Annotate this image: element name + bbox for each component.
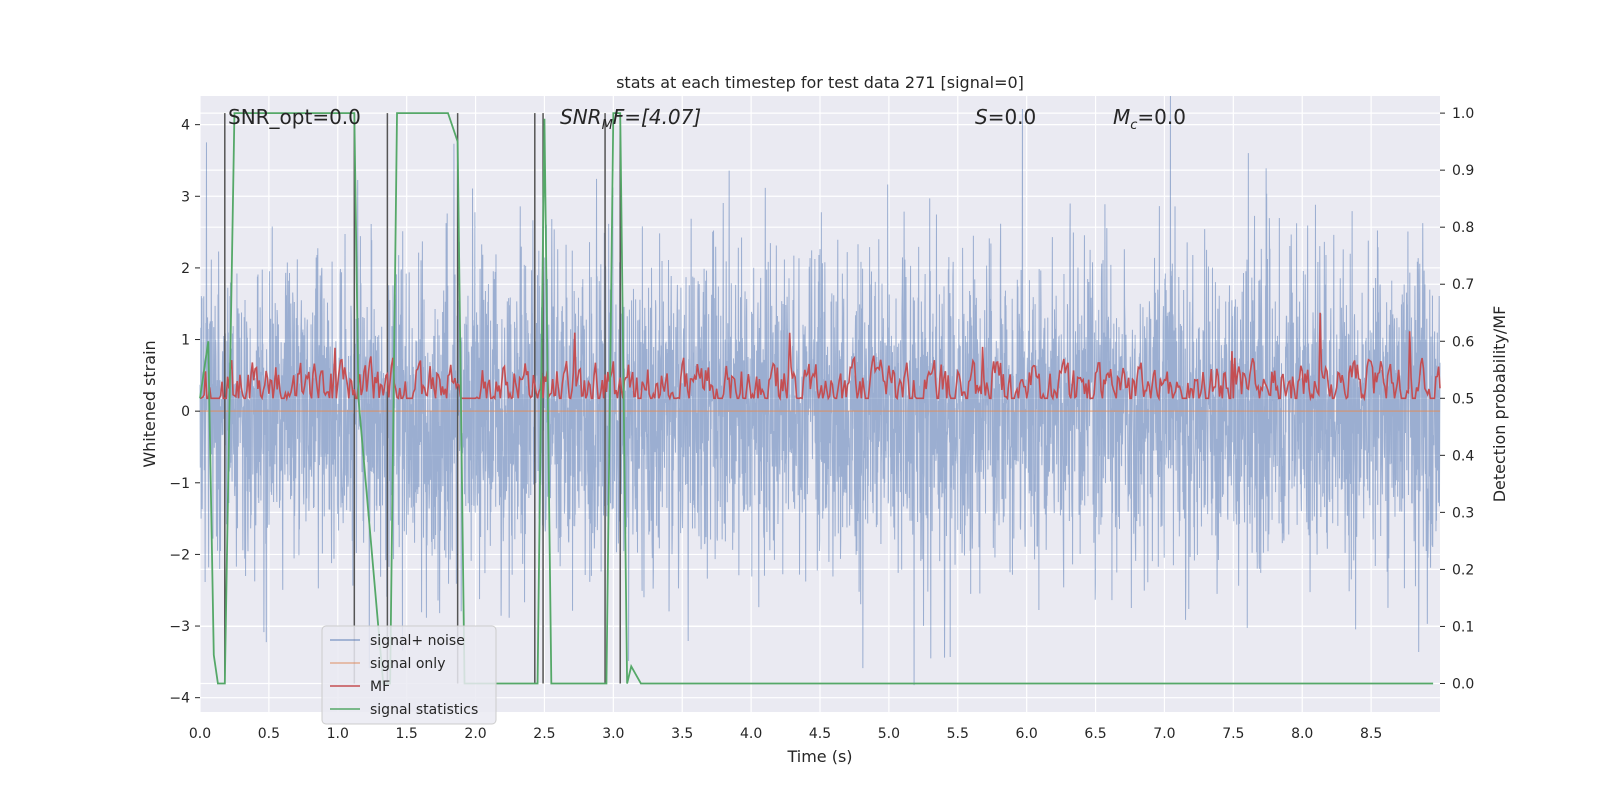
legend-box [321,625,497,725]
x-tick-label: 4.5 [809,726,831,742]
x-tick-label: 1.5 [396,726,418,742]
y-right-tick-label: 0.6 [1452,334,1474,350]
y-tick-labels: −4 −3 −2 −1 0 1 2 3 4 [169,118,200,707]
annotation-snr-mf: SNRMF=[4.07] [560,105,701,133]
x-axis-label: Time (s) [786,747,852,766]
x-tick-label: 7.0 [1153,726,1175,742]
annotation-snr-opt: SNR_opt=0.0 [228,105,361,129]
annotation-s: S=0.0 [975,105,1036,129]
x-tick-label: 8.0 [1291,726,1313,742]
legend-label-signal-only: signal only [370,656,445,672]
chart-title: stats at each timestep for test data 271… [616,73,1024,92]
x-tick-label: 1.0 [327,726,349,742]
x-tick-label: 2.0 [464,726,486,742]
y-right-tick-label: 0.4 [1452,448,1474,464]
x-tick-label: 3.5 [671,726,693,742]
y-right-tick-label: 0.1 [1452,619,1474,635]
legend: signal+ noise signal only MF signal stat… [321,625,497,725]
vertical-markers [224,113,621,684]
y-right-tick-labels: 0.0 0.1 0.2 0.3 0.4 0.5 0.6 0.7 0.8 0.9 1.0 [1440,106,1474,692]
y-right-axis-label: Detection probability/MF [1490,306,1509,503]
x-tick-label: 0.5 [258,726,280,742]
x-tick-label: 4.0 [740,726,762,742]
y-tick-label: −1 [169,476,190,492]
y-tick-label: −2 [169,547,190,563]
y-tick-label: 0 [181,404,190,420]
y-axis-label: Whitened strain [140,340,159,467]
y-tick-label: 4 [181,118,190,134]
x-tick-label: 5.0 [878,726,900,742]
x-tick-label: 6.0 [1016,726,1038,742]
y-right-tick-label: 0.0 [1452,676,1474,692]
y-right-tick-label: 0.3 [1452,505,1474,521]
signal-statistics-line [199,112,1434,685]
y-right-tick-label: 0.2 [1452,562,1474,578]
x-tick-label: 8.5 [1360,726,1382,742]
y-tick-label: −3 [169,619,190,635]
y-tick-label: 2 [181,261,190,277]
y-tick-label: 1 [181,333,190,349]
y-right-tick-label: 1.0 [1452,106,1474,122]
mf-line [199,312,1441,402]
y-tick-label: 3 [181,189,190,205]
legend-label-mf: MF [370,679,390,695]
annotation-mc: Mc=0.0 [1113,105,1186,133]
mf-series [199,312,1441,402]
signal-statistics-series [199,112,1434,685]
y-tick-label: −4 [169,691,190,707]
legend-label-signal-noise: signal+ noise [370,633,465,649]
x-tick-labels: 0.0 0.5 1.0 1.5 2.0 2.5 3.0 3.5 4.0 4.5 5.0 5.5 6.0 6… [189,726,1382,742]
legend-label-signal-statistics: signal statistics [370,702,478,718]
x-tick-label: 0.0 [189,726,211,742]
x-tick-label: 7.5 [1222,726,1244,742]
x-tick-label: 3.0 [602,726,624,742]
y-right-tick-label: 0.5 [1452,391,1474,407]
y-right-tick-label: 0.7 [1452,277,1474,293]
x-tick-label: 2.5 [533,726,555,742]
y-right-tick-label: 0.8 [1452,220,1474,236]
x-tick-label: 6.5 [1084,726,1106,742]
y-right-tick-label: 0.9 [1452,163,1474,179]
x-tick-label: 5.5 [947,726,969,742]
